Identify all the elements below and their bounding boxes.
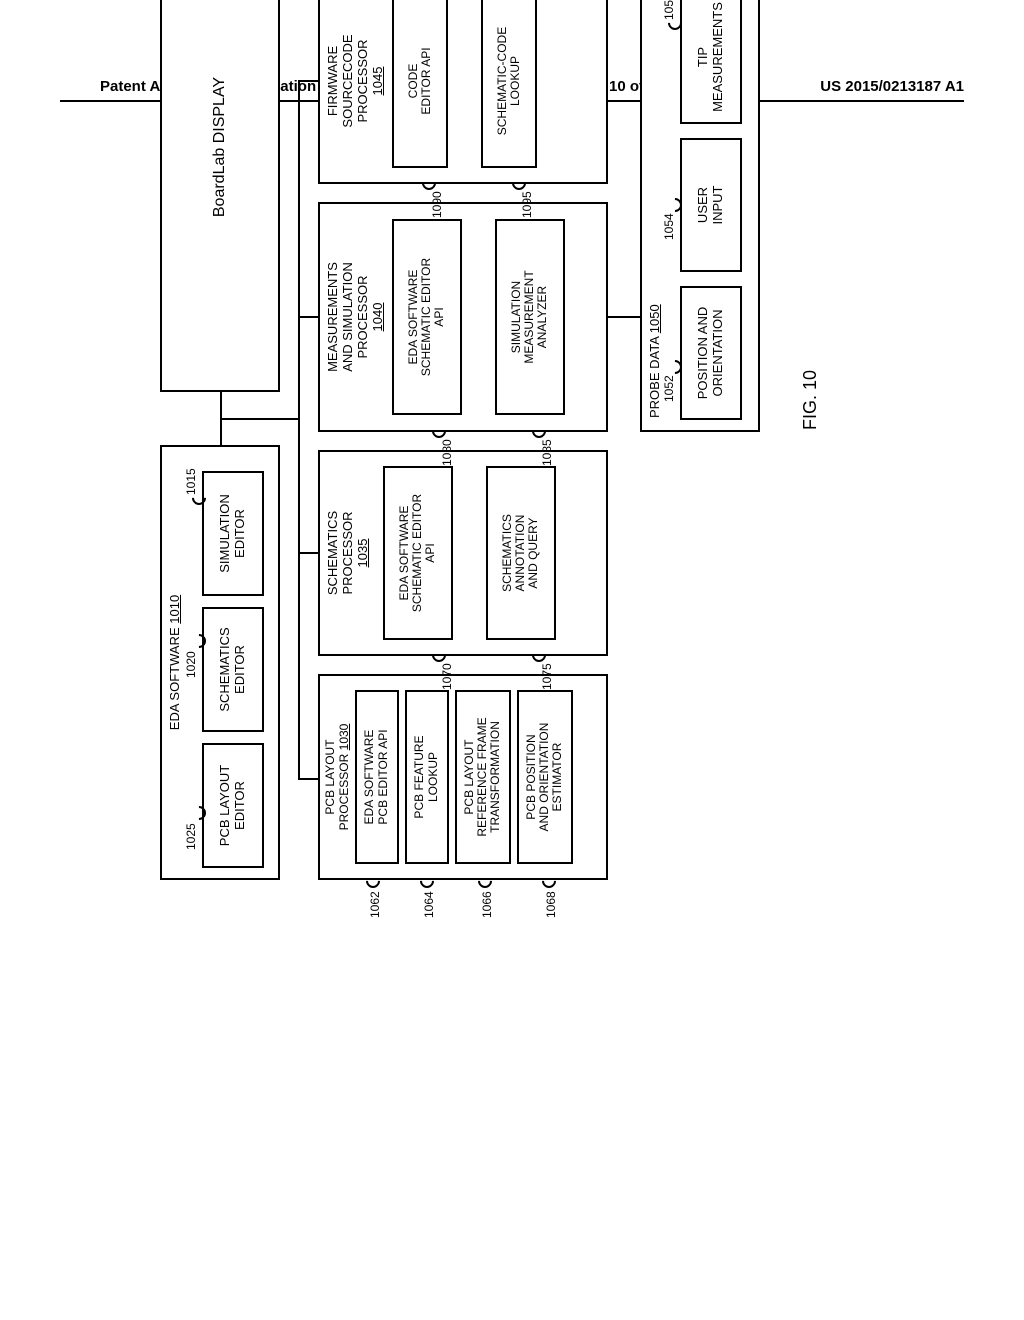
col3-b1-label: EDA SOFTWARESCHEMATIC EDITORAPI [407, 258, 447, 376]
col3-title: MEASUREMENTSAND SIMULATIONPROCESSOR [325, 262, 370, 372]
diagram-container: EDA SOFTWARE 1010 PCB LAYOUTEDITOR SCHEM… [150, 170, 870, 1170]
col1-b1-label: EDA SOFTWAREPCB EDITOR API [363, 729, 389, 824]
simulation-editor-box: SIMULATIONEDITOR [202, 471, 264, 596]
pcb-layout-processor-box: PCB LAYOUTPROCESSOR 1030 EDA SOFTWAREPCB… [318, 674, 608, 880]
col3-title-ref: 1040 [370, 303, 385, 332]
probe-title: PROBE DATA [647, 337, 662, 418]
col4-title-row: FIRMWARESOURCECODEPROCESSOR 1045 [326, 34, 386, 127]
conn-col-bus [298, 80, 300, 780]
ref-1070: 1070 [440, 663, 454, 690]
eda-title-row: EDA SOFTWARE 1010 [168, 595, 183, 730]
boardlab-title: BoardLab DISPLAY [211, 77, 229, 217]
conn-to-col1 [298, 778, 318, 780]
col1-b1: EDA SOFTWAREPCB EDITOR API [355, 690, 399, 865]
col1-b2: PCB FEATURELOOKUP [405, 690, 449, 865]
diagram: EDA SOFTWARE 1010 PCB LAYOUTEDITOR SCHEM… [150, 0, 870, 890]
schematics-editor-box: SCHEMATICSEDITOR [202, 607, 264, 732]
col1-b2-label: PCB FEATURELOOKUP [413, 735, 439, 818]
col1-b4: PCB POSITIONAND ORIENTATIONESTIMATOR [517, 690, 573, 865]
conn-to-col2 [298, 552, 318, 554]
col1-title-row: PCB LAYOUTPROCESSOR 1030 [324, 724, 352, 831]
col3-b1: EDA SOFTWARESCHEMATIC EDITORAPI [392, 219, 462, 415]
pcb-layout-editor-box: PCB LAYOUTEDITOR [202, 743, 264, 868]
col4-title: FIRMWARESOURCECODEPROCESSOR [325, 34, 370, 127]
col2-b2-label: SCHEMATICSANNOTATIONAND QUERY [501, 514, 541, 592]
col4-b2: SCHEMATIC-CODELOOKUP [481, 0, 537, 168]
col4-b1: CODEEDITOR API [392, 0, 448, 168]
col4-b1-label: CODEEDITOR API [407, 47, 433, 114]
ref-1025: 1025 [184, 823, 198, 850]
probe-b2: USERINPUT [680, 138, 742, 272]
col1-b3-label: PCB LAYOUTREFERENCE FRAMETRANSFORMATION [463, 717, 503, 836]
eda-title: EDA SOFTWARE [167, 627, 182, 730]
conn-top-down [220, 418, 298, 420]
ref-1062: 1062 [368, 891, 382, 918]
conn-col3-probe [608, 316, 640, 318]
col2-title: SCHEMATICSPROCESSOR [325, 511, 355, 595]
conn-to-col3 [298, 316, 318, 318]
simulation-editor-label: SIMULATIONEDITOR [218, 494, 248, 573]
col2-title-row: SCHEMATICSPROCESSOR 1035 [326, 511, 371, 595]
schematics-editor-label: SCHEMATICSEDITOR [218, 627, 248, 711]
ref-1075: 1075 [540, 663, 554, 690]
probe-b3: TIPMEASUREMENTS [680, 0, 742, 124]
col3-title-row: MEASUREMENTSAND SIMULATIONPROCESSOR 1040 [326, 262, 386, 372]
col2-title-ref: 1035 [355, 539, 370, 568]
figure-label: FIG. 10 [800, 370, 821, 430]
eda-title-ref: 1010 [167, 595, 182, 624]
probe-title-ref: 1050 [647, 304, 662, 333]
col2-b1-label: EDA SOFTWARESCHEMATIC EDITORAPI [398, 494, 438, 612]
schematics-processor-box: SCHEMATICSPROCESSOR 1035 EDA SOFTWARESCH… [318, 450, 608, 656]
col1-title-ref: 1030 [337, 724, 351, 751]
probe-b1-label: POSITION ANDORIENTATION [696, 307, 726, 399]
col1-b3: PCB LAYOUTREFERENCE FRAMETRANSFORMATION [455, 690, 511, 865]
ref-1064: 1064 [422, 891, 436, 918]
col2-b1: EDA SOFTWARESCHEMATIC EDITORAPI [383, 466, 453, 641]
col4-b2-label: SCHEMATIC-CODELOOKUP [496, 27, 522, 135]
ref-1066: 1066 [480, 891, 494, 918]
conn-to-col4 [298, 80, 318, 82]
ref-1085: 1085 [540, 439, 554, 466]
probe-title-row: PROBE DATA 1050 [648, 304, 663, 426]
ref-1090: 1090 [430, 191, 444, 218]
ref-1054: 1054 [662, 213, 676, 240]
col1-b4-label: PCB POSITIONAND ORIENTATIONESTIMATOR [525, 723, 565, 832]
probe-b1: POSITION ANDORIENTATION [680, 286, 742, 420]
col1-title: PCB LAYOUTPROCESSOR [323, 739, 351, 830]
probe-b2-label: USERINPUT [696, 186, 726, 225]
ref-1095: 1095 [520, 191, 534, 218]
measurements-sim-processor-box: MEASUREMENTSAND SIMULATIONPROCESSOR 1040… [318, 202, 608, 432]
ref-1080: 1080 [440, 439, 454, 466]
pcb-layout-editor-label: PCB LAYOUTEDITOR [218, 765, 248, 846]
col3-b2: SIMULATIONMEASUREMENTANALYZER [495, 219, 565, 415]
col4-title-ref: 1045 [370, 67, 385, 96]
col3-b2-label: SIMULATIONMEASUREMENTANALYZER [510, 270, 550, 363]
firmware-processor-box: FIRMWARESOURCECODEPROCESSOR 1045 CODEEDI… [318, 0, 608, 184]
ref-1068: 1068 [544, 891, 558, 918]
col2-b2: SCHEMATICSANNOTATIONAND QUERY [486, 466, 556, 641]
boardlab-display-box: BoardLab DISPLAY [160, 0, 280, 392]
probe-b3-label: TIPMEASUREMENTS [696, 2, 726, 112]
ref-1052: 1052 [662, 375, 676, 402]
ref-1020: 1020 [184, 651, 198, 678]
